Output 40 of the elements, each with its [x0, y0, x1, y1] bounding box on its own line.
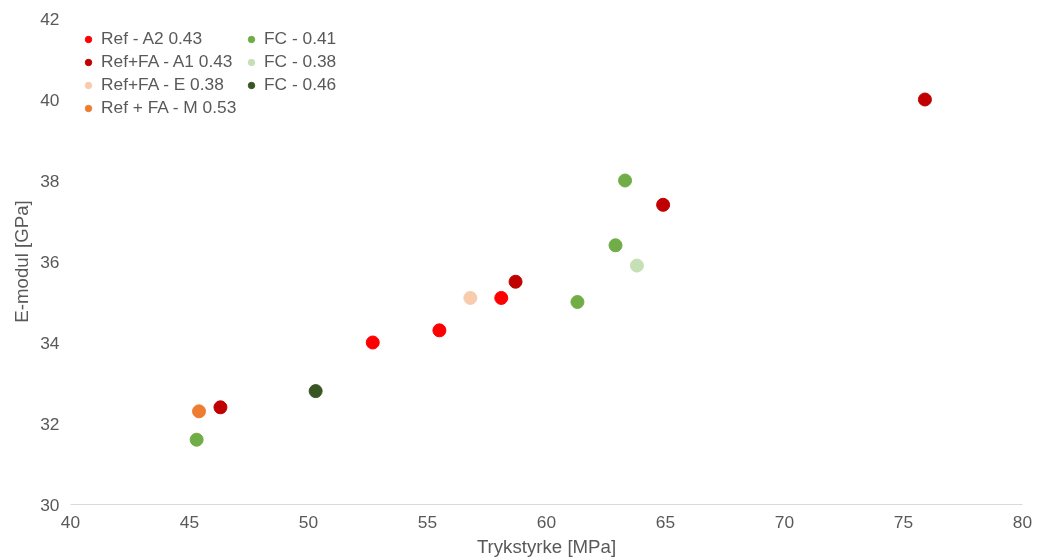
point	[508, 274, 523, 289]
point	[570, 295, 585, 309]
legend-label: FC - 0.38	[264, 51, 338, 72]
legend-label: Ref+FA - E 0.38	[101, 74, 225, 95]
legend-label: Ref + FA - M 0.53	[101, 97, 238, 118]
point	[365, 335, 380, 350]
legend-label: FC - 0.41	[264, 28, 338, 49]
x-tick-label: 80	[1012, 511, 1033, 532]
y-tick-label: 38	[40, 170, 60, 191]
point	[629, 258, 644, 273]
point	[618, 173, 633, 188]
point	[494, 290, 509, 305]
x-tick-label: 60	[536, 511, 557, 532]
y-tick-label: 30	[40, 494, 60, 515]
x-tick-label: 40	[60, 511, 81, 532]
legend-label: Ref - A2 0.43	[101, 28, 204, 49]
point	[608, 238, 623, 253]
x-tick-label: 65	[655, 511, 676, 532]
x-axis-title: Trykstyrke [MPa]	[476, 535, 617, 557]
y-tick-label: 42	[40, 8, 60, 29]
x-tick-label: 70	[774, 511, 795, 532]
point	[189, 432, 204, 447]
point	[213, 400, 228, 415]
point	[656, 197, 671, 212]
y-tick-label: 34	[40, 332, 60, 353]
y-axis-title: E-modul [GPa]	[11, 200, 33, 323]
x-tick-label: 75	[893, 511, 914, 532]
x-tick-label: 55	[417, 511, 438, 532]
legend-label: Ref+FA - A1 0.43	[101, 51, 234, 72]
x-tick-label: 45	[179, 511, 200, 532]
point	[917, 92, 932, 107]
y-tick-label: 36	[40, 251, 60, 272]
y-tick-label: 40	[40, 89, 60, 110]
legend-label: FC - 0.46	[264, 74, 338, 95]
point	[308, 384, 323, 399]
point	[463, 290, 478, 305]
y-tick-label: 32	[40, 413, 60, 434]
point	[432, 323, 447, 338]
point	[192, 404, 207, 419]
x-tick-label: 50	[298, 511, 319, 532]
